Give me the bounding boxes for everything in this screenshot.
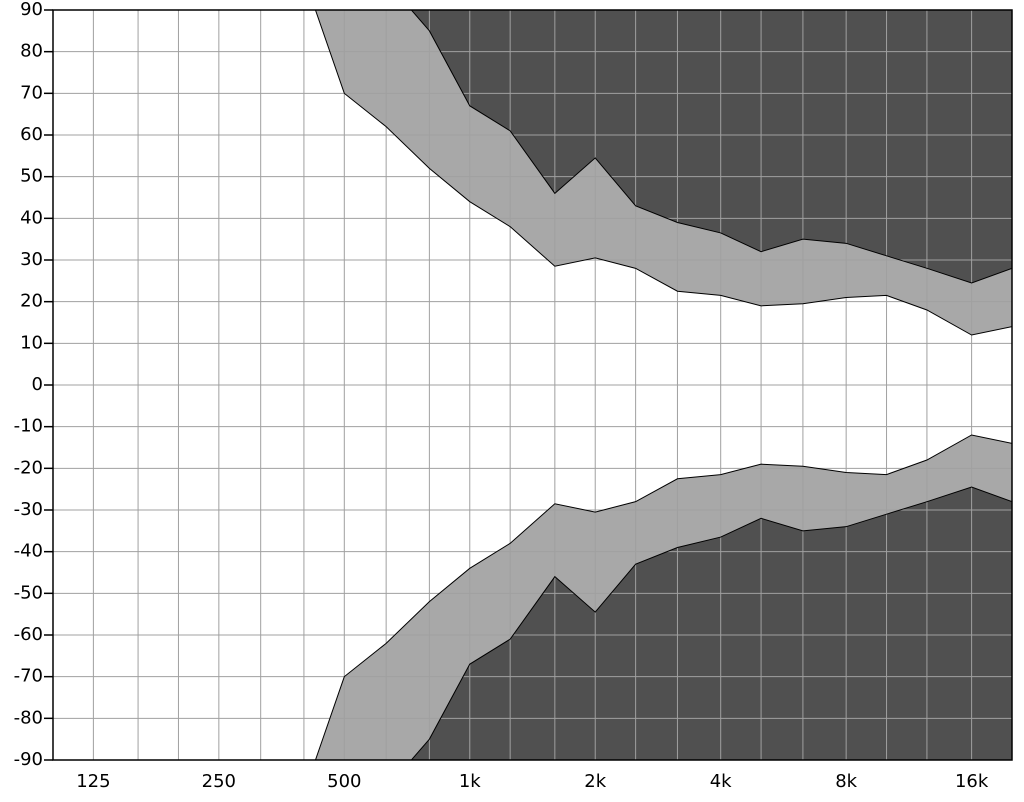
band-edge	[314, 434, 1012, 760]
y-tick-label: -10	[14, 416, 43, 437]
y-tick-label: -50	[14, 582, 43, 603]
y-tick-label: -40	[14, 541, 43, 562]
y-tick-label: -70	[14, 666, 43, 687]
x-tick-label: 250	[202, 771, 236, 792]
x-tick-label: 500	[327, 771, 361, 792]
band-edge	[410, 10, 1012, 284]
y-tick-label: -60	[14, 624, 43, 645]
band-area	[386, 487, 1012, 760]
y-tick-label: 60	[20, 124, 43, 145]
y-tick-label: -30	[14, 499, 43, 520]
x-tick-label: 1k	[459, 771, 481, 792]
x-tick-label: 2k	[584, 771, 606, 792]
band-edge	[314, 10, 1012, 336]
y-tick-label: 80	[20, 41, 43, 62]
y-tick-label: 90	[20, 0, 43, 20]
y-tick-label: 20	[20, 291, 43, 312]
y-tick-label: 50	[20, 166, 43, 187]
y-tick-label: -20	[14, 457, 43, 478]
x-tick-label: 4k	[710, 771, 732, 792]
x-tick-label: 8k	[835, 771, 857, 792]
y-tick-label: -90	[14, 749, 43, 770]
y-tick-label: -80	[14, 707, 43, 728]
band-edge	[410, 486, 1012, 760]
y-tick-label: 0	[32, 374, 43, 395]
y-tick-label: 30	[20, 249, 43, 270]
x-tick-label: 125	[76, 771, 110, 792]
y-tick-label: 70	[20, 82, 43, 103]
band-area	[386, 10, 1012, 283]
y-tick-label: 10	[20, 332, 43, 353]
y-tick-label: 40	[20, 207, 43, 228]
x-tick-label: 16k	[955, 771, 989, 792]
